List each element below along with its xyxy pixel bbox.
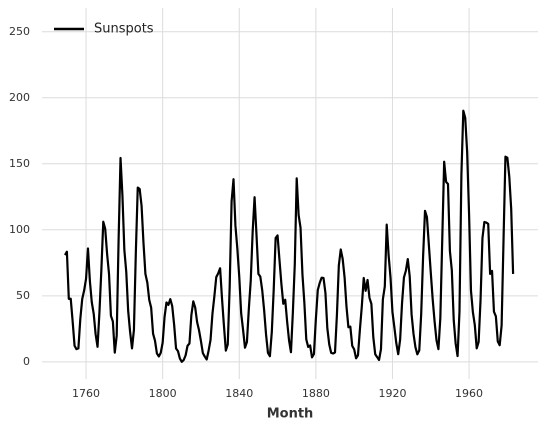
x-tick-label: 1960 xyxy=(455,387,483,400)
y-tick-label: 200 xyxy=(9,91,30,104)
x-tick-label: 1920 xyxy=(378,387,406,400)
x-tick-label: 1760 xyxy=(72,387,100,400)
x-axis-label: Month xyxy=(267,407,314,422)
y-tick-label: 0 xyxy=(23,355,30,368)
legend-label: Sunspots xyxy=(94,22,154,37)
y-tick-label: 250 xyxy=(9,25,30,38)
y-tick-label: 100 xyxy=(9,223,30,236)
x-tick-label: 1840 xyxy=(225,387,253,400)
y-tick-label: 150 xyxy=(9,157,30,170)
x-tick-label: 1800 xyxy=(149,387,177,400)
y-tick-label: 50 xyxy=(16,289,30,302)
series-line xyxy=(64,109,515,363)
x-tick-label: 1880 xyxy=(302,387,330,400)
